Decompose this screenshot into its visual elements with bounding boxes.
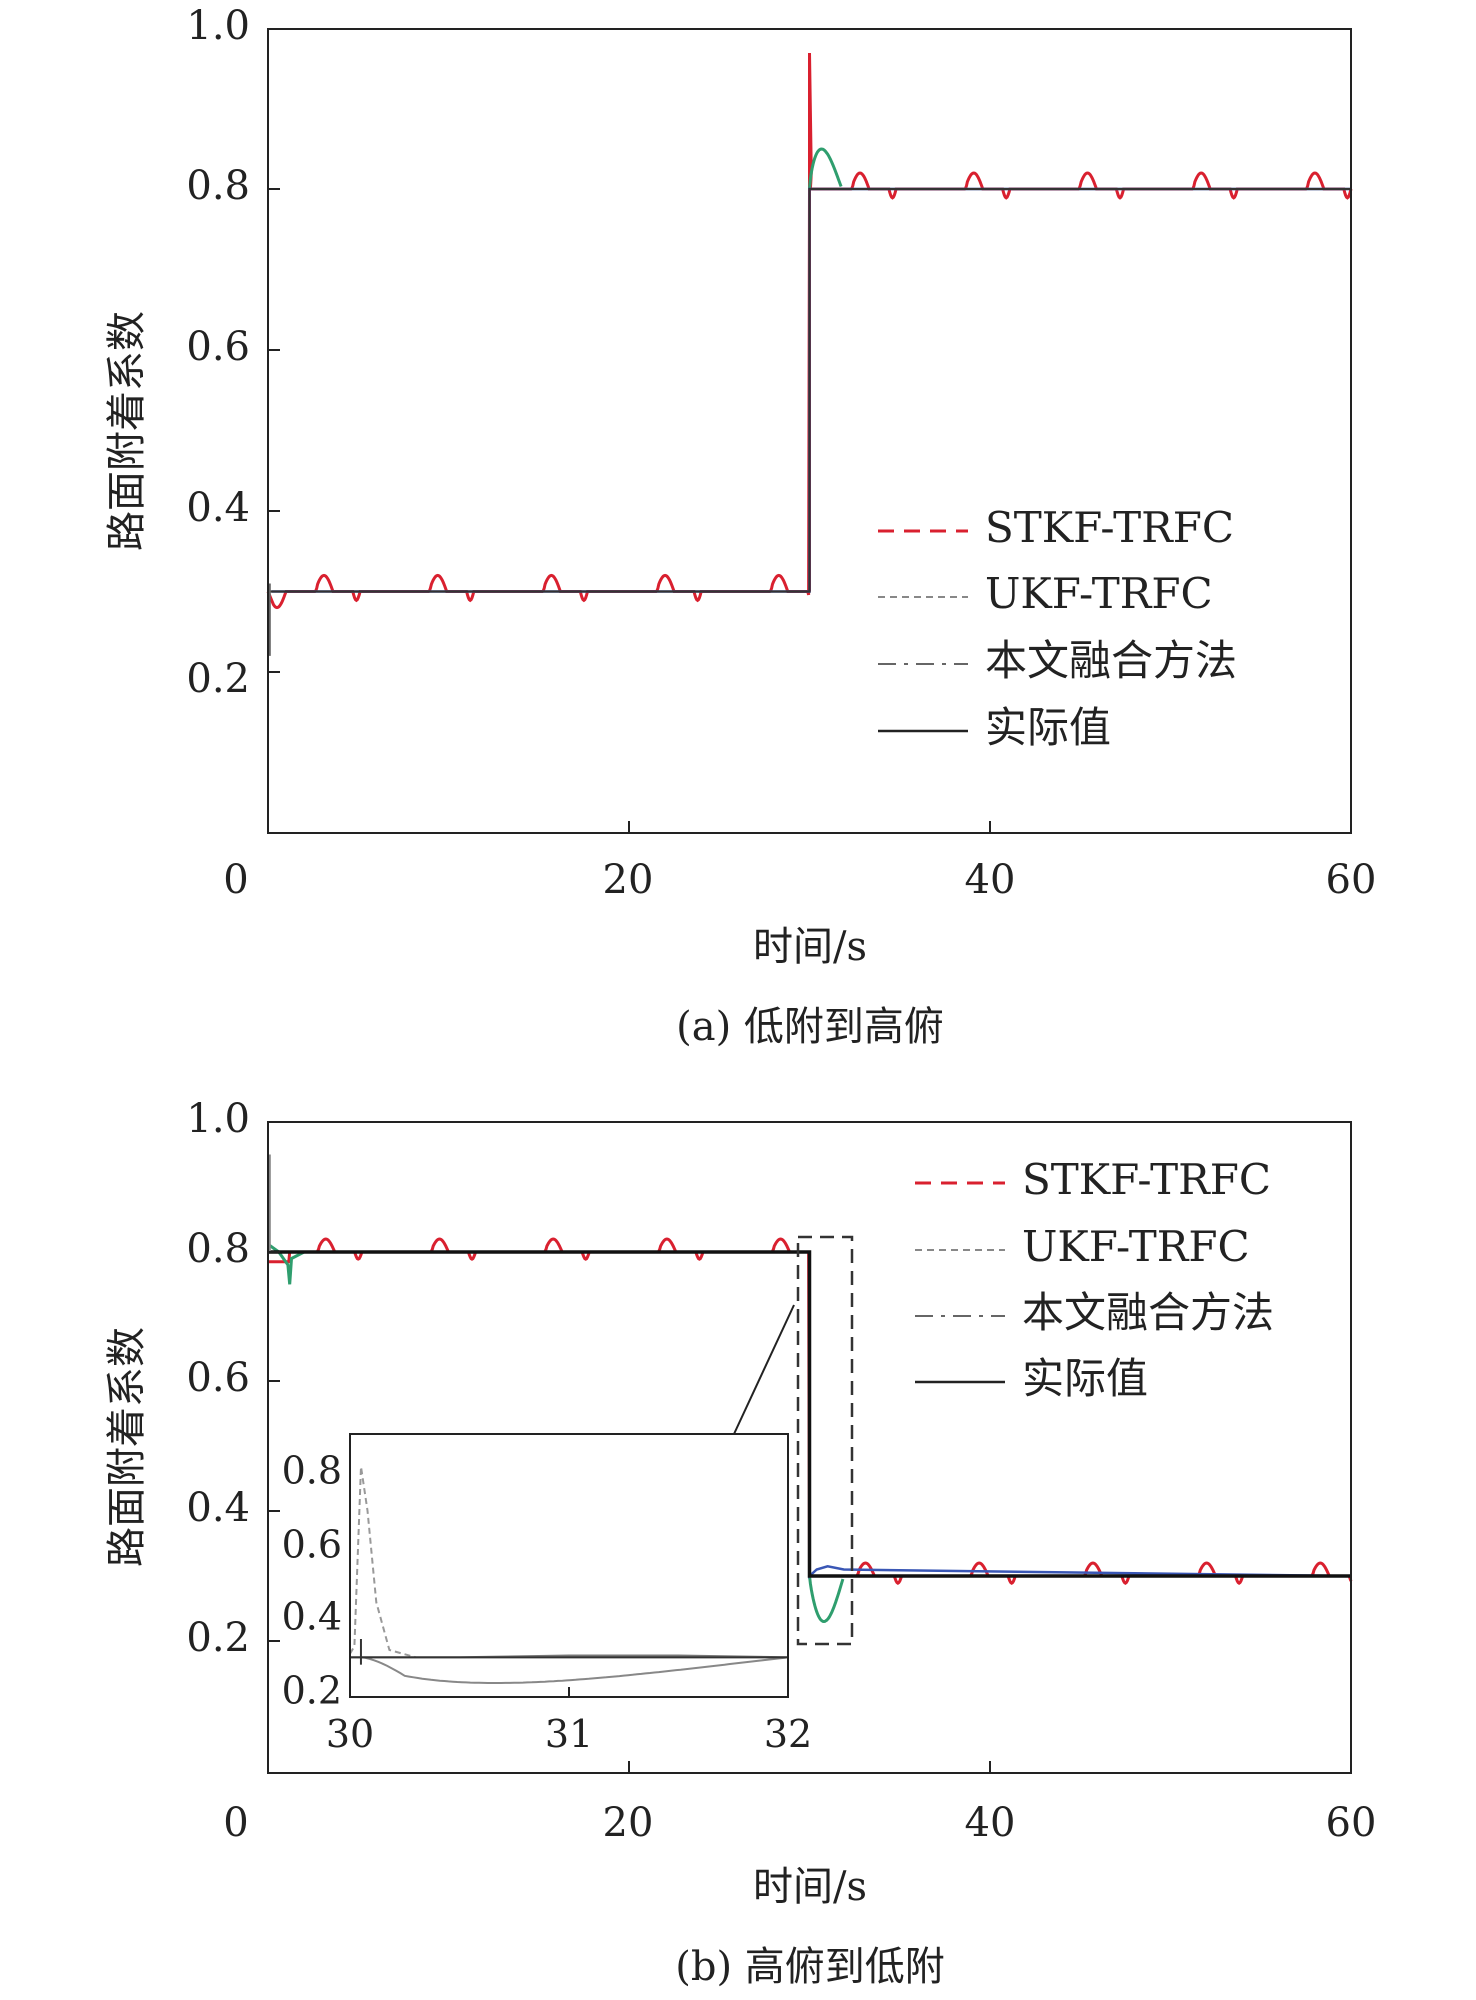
chart-a-ytick-label: 0.8	[186, 163, 250, 209]
chart-a-xtick-label: 60	[1326, 857, 1377, 903]
inset-xtick-label: 31	[545, 1712, 593, 1756]
chart-a-xlabel: 时间/s	[753, 924, 867, 970]
legend-label-ukf: UKF-TRFC	[985, 569, 1213, 618]
inset-ytick-label: 0.4	[282, 1595, 342, 1639]
chart-b-ytick-label: 1.0	[186, 1096, 250, 1142]
chart-a-ylabel: 路面附着系数	[104, 311, 150, 551]
chart-a-plot-frame	[267, 28, 1352, 834]
zoom-inset: 0.2 0.4 0.6 0.8 30 31 32	[282, 1433, 812, 1756]
inset-frame	[349, 1433, 789, 1698]
chart-a-ytick-label: 0.2	[186, 656, 250, 702]
chart-b-xtick-label: 40	[965, 1800, 1016, 1846]
chart-a: 0.2 0.4 0.6 0.8 1.0 0 20 40 60 时间/s 路面附着…	[104, 3, 1376, 1050]
chart-b-plot-frame	[267, 1121, 1352, 1774]
inset-xtick-label: 30	[326, 1712, 374, 1756]
chart-a-ytick-label: 0.4	[186, 485, 250, 531]
chart-b-ytick-label: 0.4	[186, 1485, 250, 1531]
chart-b-caption: (b) 高俯到低附	[675, 1944, 945, 1990]
series-ukf-trfc	[808, 147, 843, 190]
inset-ytick-label: 0.8	[282, 1449, 342, 1493]
inset-data-lines	[349, 1466, 789, 1697]
chart-a-ticks	[268, 188, 991, 833]
legend-label-actual: 实际值	[985, 703, 1111, 752]
legend-label-stkf: STKF-TRFC	[1022, 1155, 1271, 1204]
chart-a-ytick-label: 0.6	[186, 324, 250, 370]
zoom-connector-line	[733, 1304, 795, 1435]
inset-background	[350, 1434, 788, 1697]
chart-b-ticks	[268, 1251, 991, 1773]
inset-ukf-spike	[349, 1466, 416, 1659]
chart-b-legend: STKF-TRFC UKF-TRFC 本文融合方法 实际值	[915, 1155, 1274, 1403]
chart-a-caption: (a) 低附到高俯	[676, 1004, 944, 1050]
zoom-highlight-box	[796, 1235, 854, 1646]
chart-b-xtick-label: 20	[603, 1800, 654, 1846]
inset-xtick-label: 32	[764, 1712, 812, 1756]
chart-a-xtick-label: 40	[965, 857, 1016, 903]
chart-b-ytick-label: 0.6	[186, 1355, 250, 1401]
chart-a-xtick-label: 20	[603, 857, 654, 903]
chart-b-ytick-label: 0.8	[186, 1226, 250, 1272]
legend-label-ukf: UKF-TRFC	[1022, 1222, 1250, 1271]
chart-b-xlabel: 时间/s	[753, 1864, 867, 1910]
chart-b-xtick-label: 0	[223, 1800, 248, 1846]
legend-label-stkf: STKF-TRFC	[985, 503, 1234, 552]
legend-label-actual: 实际值	[1022, 1354, 1148, 1403]
chart-b-data-lines	[268, 1154, 1353, 1624]
series-ukf-trfc	[808, 1575, 845, 1624]
chart-a-ytick-label: 1.0	[186, 3, 250, 49]
chart-a-legend: STKF-TRFC UKF-TRFC 本文融合方法 实际值	[878, 503, 1237, 752]
legend-label-fusion: 本文融合方法	[985, 636, 1237, 685]
series-actual-value	[268, 187, 1351, 593]
legend-label-fusion: 本文融合方法	[1022, 1288, 1274, 1337]
inset-ytick-label: 0.2	[282, 1669, 342, 1713]
chart-b-xtick-label: 60	[1326, 1800, 1377, 1846]
chart-a-xtick-label: 0	[223, 857, 248, 903]
chart-b-ylabel: 路面附着系数	[104, 1327, 150, 1567]
chart-b-ytick-label: 0.2	[186, 1615, 250, 1661]
chart-a-data-lines	[266, 52, 1353, 656]
inset-ukf-curve	[360, 1656, 786, 1684]
chart-b: 0.2 0.4 0.6 0.8 1.0 0 20 40 60 时间/s 路面附着…	[104, 1096, 1376, 1990]
series-actual-value	[268, 1250, 1351, 1578]
inset-ytick-label: 0.6	[282, 1523, 342, 1567]
